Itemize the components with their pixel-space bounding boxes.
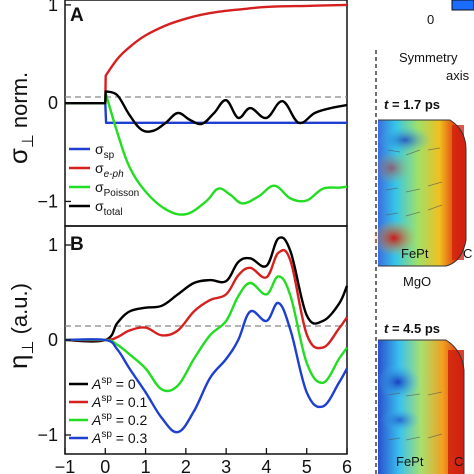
series-line-panel-b-0 xyxy=(64,236,349,343)
ytick-label: 1 xyxy=(48,235,58,255)
heatmap-2-cold-top xyxy=(376,364,420,400)
heatmap-1 xyxy=(372,119,467,267)
panel-a-ylabel-rest: norm. xyxy=(7,72,32,134)
time-label-1: t = 1.7 ps xyxy=(384,97,440,112)
xtick-label: 3 xyxy=(221,457,231,474)
ytick-label: −1 xyxy=(37,191,58,211)
heatmap-1-hot-bottom xyxy=(372,220,416,256)
panel-a-ylabel: σ⊥ norm. xyxy=(3,72,37,164)
legend-label-eph: σe-ph xyxy=(95,160,124,180)
series-line-panel-a-3 xyxy=(65,90,348,133)
series-line-panel-a-1 xyxy=(65,3,348,105)
heatmap-1-hot-top xyxy=(374,152,410,184)
ytick-label: −1 xyxy=(37,425,58,445)
axis-label: axis xyxy=(446,68,470,83)
legend-label-a03: Asp = 0.3 xyxy=(91,429,148,446)
heatmap-2-outline xyxy=(378,339,465,474)
heatmap-2-hot-edge xyxy=(448,350,464,474)
xtick-label: 1 xyxy=(141,457,151,474)
mgo-label: MgO xyxy=(403,274,431,289)
heatmap-2 xyxy=(376,339,465,474)
panel-b-ylabel-sub: ⊥ xyxy=(20,341,37,355)
panel-a: 1 0 −1 A σ⊥ norm. σsp σe-ph σPoisson σtota… xyxy=(3,0,348,227)
panel-b-yticks: 1 0 −1 xyxy=(37,235,71,445)
panel-b-ylabel: η⊥ (a.u.) xyxy=(3,283,37,369)
xtick-label: 5 xyxy=(302,457,312,474)
colorbar-zero-label: 0 xyxy=(427,12,434,27)
panel-b: 1 0 −1 −1 0 1 2 3 4 5 6 B η⊥ (a.u.) Asp = 0 Asp =… xyxy=(3,225,352,474)
series-line-panel-a-2 xyxy=(65,92,348,216)
xtick-label: 0 xyxy=(100,457,110,474)
heatmap-1-hot-edge xyxy=(452,125,464,260)
heatmap-2-arrows xyxy=(387,391,443,441)
legend-label-a01: Asp = 0.1 xyxy=(91,393,148,410)
legend-label-a0: Asp = 0 xyxy=(91,375,136,392)
heatmap-1-outline xyxy=(378,119,467,267)
panel-b-letter: B xyxy=(70,234,84,255)
heatmap-2-cold-low xyxy=(380,408,420,432)
panel-b-ylabel-symbol: η xyxy=(3,354,33,368)
panel-b-series-group xyxy=(64,236,349,434)
panel-a-yticks: 1 0 −1 xyxy=(37,0,71,211)
legend-label-total: σtotal xyxy=(95,198,123,218)
legend-label-sp: σsp xyxy=(95,141,115,161)
heatmap-1-arrows xyxy=(385,147,443,217)
fept-label-2: FePt xyxy=(396,454,424,469)
simulation-side-panel: 0 Symmetry axis t = 1.7 ps FePt C MgO t … xyxy=(372,0,474,474)
series-line-panel-b-1 xyxy=(64,248,348,350)
legend-label-poisson: σPoisson xyxy=(95,179,139,199)
series-line-panel-b-2 xyxy=(64,275,348,393)
panel-b-xticks: −1 0 1 2 3 4 5 6 xyxy=(55,448,352,474)
legend-label-a02: Asp = 0.2 xyxy=(91,411,148,428)
symmetry-label: Symmetry xyxy=(399,50,458,65)
panel-a-ylabel-sub: ⊥ xyxy=(20,134,37,148)
c-label-2: C xyxy=(454,454,463,469)
xtick-label: 4 xyxy=(261,457,271,474)
panel-b-legend: Asp = 0 Asp = 0.1 Asp = 0.2 Asp = 0.3 xyxy=(69,375,148,446)
series-line-panel-a-0 xyxy=(65,101,348,125)
series-line-panel-b-3 xyxy=(64,301,349,434)
panel-a-ylabel-symbol: σ xyxy=(3,148,33,164)
time-label-2: t = 4.5 ps xyxy=(384,321,440,336)
colorbar-swatch xyxy=(451,0,474,11)
ytick-label: 0 xyxy=(48,93,58,113)
panel-b-ylabel-rest: (a.u.) xyxy=(7,283,32,340)
ytick-label: 1 xyxy=(48,0,58,15)
panel-a-series-group xyxy=(65,3,348,216)
ytick-label: 0 xyxy=(48,330,58,350)
fept-label-1: FePt xyxy=(401,246,429,261)
heatmap-1-cold-top xyxy=(379,126,431,154)
xtick-label: 6 xyxy=(342,457,352,474)
panel-a-letter: A xyxy=(70,5,84,26)
xtick-label: −1 xyxy=(55,457,76,474)
panel-a-legend: σsp σe-ph σPoisson σtotal xyxy=(69,141,139,218)
xtick-label: 2 xyxy=(181,457,191,474)
c-label-1: C xyxy=(463,246,472,261)
